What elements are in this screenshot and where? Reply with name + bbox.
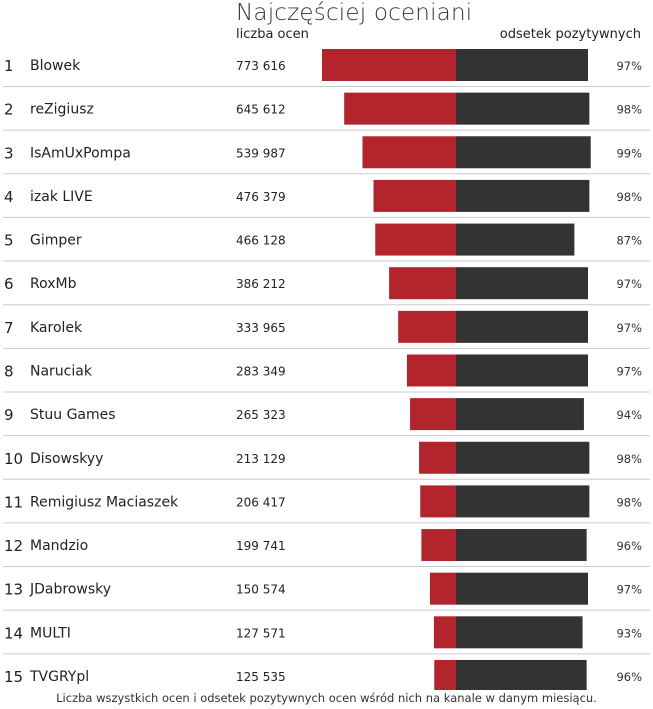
- count-bar: [373, 179, 456, 212]
- chart-footnote: Liczba wszystkich ocen i odsetek pozytyw…: [56, 691, 597, 705]
- count-bar: [322, 49, 456, 81]
- channel-name: MULTI: [30, 625, 71, 641]
- rank-label: 10: [4, 450, 23, 468]
- channel-name: Remigiusz Maciaszek: [30, 494, 179, 510]
- percent-label: 98%: [616, 103, 642, 117]
- channel-name: reZigiusz: [30, 102, 94, 118]
- percent-bar: [456, 398, 584, 431]
- percent-bar: [456, 267, 588, 300]
- count-label: 213 129: [236, 452, 286, 466]
- rank-label: 4: [4, 188, 14, 206]
- rank-label: 8: [4, 362, 14, 380]
- percent-label: 97%: [616, 321, 642, 335]
- percent-bar: [456, 572, 588, 605]
- count-label: 265 323: [236, 408, 286, 422]
- count-bar: [420, 485, 456, 518]
- percent-bar: [456, 659, 587, 690]
- channel-name: IsAmUxPompa: [30, 145, 131, 161]
- channel-name: TVGRYpl: [29, 669, 89, 685]
- rank-label: 12: [4, 537, 23, 555]
- count-bar: [433, 616, 456, 649]
- channel-name: Karolek: [30, 320, 83, 336]
- percent-label: 98%: [616, 190, 642, 204]
- count-label: 466 128: [236, 234, 286, 248]
- count-label: 125 535: [236, 670, 286, 684]
- count-bar: [419, 441, 456, 474]
- channel-name: JDabrowsky: [29, 582, 111, 598]
- channel-name: izak LIVE: [30, 189, 93, 205]
- count-bar: [406, 354, 456, 387]
- channel-name: Naruciak: [30, 363, 93, 379]
- rank-label: 1: [4, 57, 14, 75]
- count-bar: [421, 529, 456, 562]
- channel-name: Gimper: [30, 233, 82, 249]
- channel-name: Blowek: [30, 58, 81, 74]
- count-bar: [398, 310, 456, 343]
- percent-bar: [456, 223, 575, 256]
- count-label: 539 987: [236, 146, 286, 160]
- count-label: 199 741: [236, 539, 286, 553]
- count-label: 150 574: [236, 583, 286, 597]
- chart-title: Najczęściej oceniani: [236, 0, 473, 26]
- percent-label: 97%: [616, 583, 642, 597]
- count-label: 386 212: [236, 277, 286, 291]
- rank-label: 2: [4, 101, 14, 119]
- percent-bar: [456, 354, 588, 387]
- count-label: 645 612: [236, 103, 286, 117]
- percent-bar: [456, 310, 588, 343]
- percent-label: 93%: [616, 626, 642, 640]
- ratings-chart: 1 Blowek 773 616 97% 2 reZigiusz 645 612 98% 3 Is…: [3, 49, 650, 690]
- count-column-header: liczba ocen: [236, 27, 309, 42]
- rank-label: 5: [4, 232, 14, 250]
- rank-label: 15: [4, 668, 23, 686]
- percent-column-header: odsetek pozytywnych: [499, 27, 641, 42]
- percent-label: 96%: [616, 670, 642, 684]
- rank-label: 6: [4, 275, 14, 293]
- count-bar: [375, 223, 456, 256]
- percent-label: 99%: [616, 146, 642, 160]
- percent-bar: [456, 92, 590, 125]
- count-bar: [362, 136, 456, 169]
- channel-name: RoxMb: [30, 276, 77, 292]
- count-label: 333 965: [236, 321, 286, 335]
- rank-label: 13: [4, 581, 23, 599]
- percent-label: 97%: [616, 59, 642, 73]
- percent-bar: [456, 136, 591, 169]
- percent-bar: [456, 485, 590, 518]
- percent-bar: [456, 616, 583, 649]
- percent-label: 94%: [616, 408, 642, 422]
- percent-bar: [456, 49, 588, 81]
- rank-label: 14: [4, 624, 23, 642]
- percent-label: 96%: [616, 539, 642, 553]
- count-bar: [429, 572, 456, 605]
- channel-name: Mandzio: [30, 538, 88, 554]
- rank-label: 3: [4, 144, 14, 162]
- channel-name: Stuu Games: [30, 407, 116, 423]
- percent-bar: [456, 179, 590, 212]
- rank-label: 7: [4, 319, 14, 337]
- percent-label: 98%: [616, 495, 642, 509]
- count-label: 127 571: [236, 626, 286, 640]
- rank-label: 11: [4, 493, 23, 511]
- count-bar: [434, 659, 456, 690]
- percent-label: 98%: [616, 452, 642, 466]
- count-bar: [410, 398, 456, 431]
- count-label: 773 616: [236, 59, 286, 73]
- count-bar: [389, 267, 456, 300]
- rank-label: 9: [4, 406, 14, 424]
- percent-label: 97%: [616, 277, 642, 291]
- count-label: 206 417: [236, 495, 286, 509]
- count-label: 283 349: [236, 364, 286, 378]
- percent-label: 97%: [616, 364, 642, 378]
- percent-label: 87%: [616, 234, 642, 248]
- percent-bar: [456, 529, 587, 562]
- count-label: 476 379: [236, 190, 286, 204]
- channel-name: Disowskyy: [30, 451, 103, 467]
- count-bar: [344, 92, 456, 125]
- percent-bar: [456, 441, 590, 474]
